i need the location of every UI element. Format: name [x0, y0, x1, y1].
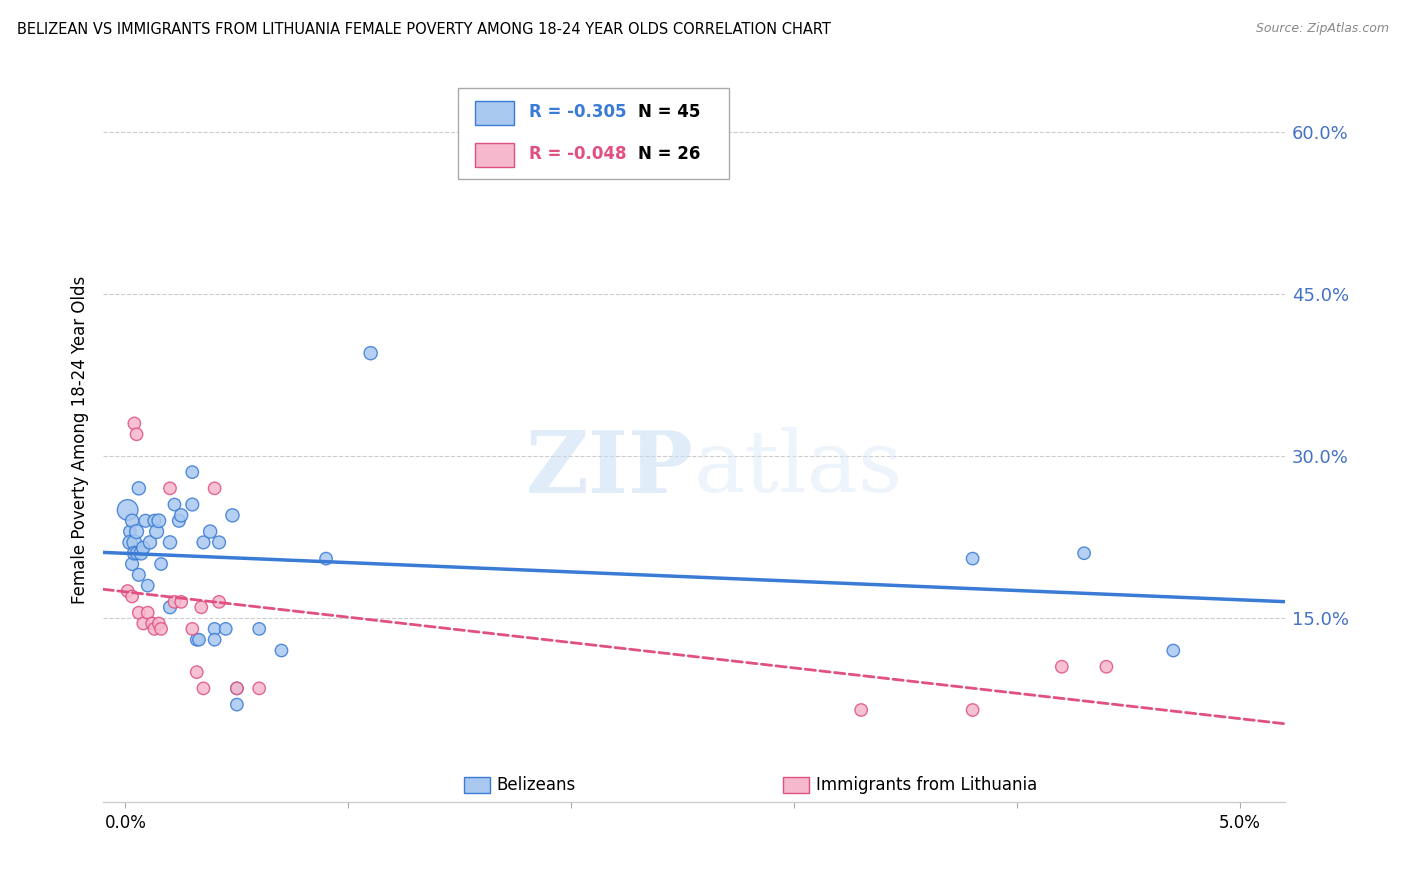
Point [190, 600, 212, 615]
Point [170, 508, 193, 523]
Point [186, 665, 208, 680]
Point [124, 417, 146, 431]
Point [139, 535, 162, 549]
Text: ZIP: ZIP [526, 426, 695, 510]
Text: Belizeans: Belizeans [496, 776, 576, 794]
Point [121, 590, 143, 604]
Point [247, 622, 270, 636]
FancyBboxPatch shape [475, 102, 515, 125]
Point [315, 551, 337, 566]
Point [360, 346, 382, 360]
Point [132, 616, 155, 631]
Text: R = -0.305: R = -0.305 [529, 103, 626, 121]
Point [125, 524, 148, 539]
Point [167, 514, 190, 528]
FancyBboxPatch shape [464, 777, 489, 793]
Point [121, 557, 143, 571]
Point [143, 622, 166, 636]
Point [962, 703, 984, 717]
Point [117, 584, 139, 599]
Text: BELIZEAN VS IMMIGRANTS FROM LITHUANIA FEMALE POVERTY AMONG 18-24 YEAR OLDS CORRE: BELIZEAN VS IMMIGRANTS FROM LITHUANIA FE… [17, 22, 831, 37]
Point [1050, 659, 1073, 673]
Point [132, 541, 155, 555]
Point [204, 622, 226, 636]
Point [193, 535, 215, 549]
FancyBboxPatch shape [783, 777, 808, 793]
Point [225, 681, 247, 696]
Point [124, 546, 146, 560]
FancyBboxPatch shape [475, 143, 515, 167]
Point [159, 535, 181, 549]
Text: N = 26: N = 26 [638, 145, 700, 162]
Point [1161, 643, 1184, 657]
Point [143, 514, 166, 528]
Point [181, 465, 204, 479]
Point [962, 551, 984, 566]
Point [150, 557, 173, 571]
Point [221, 508, 243, 523]
Point [128, 481, 150, 495]
Point [159, 600, 181, 615]
Point [208, 595, 231, 609]
Point [1095, 659, 1118, 673]
Text: N = 45: N = 45 [638, 103, 700, 121]
Point [225, 698, 247, 712]
Text: Source: ZipAtlas.com: Source: ZipAtlas.com [1256, 22, 1389, 36]
Point [125, 546, 148, 560]
Point [118, 524, 141, 539]
Point [225, 681, 247, 696]
Text: atlas: atlas [695, 427, 903, 510]
Point [198, 524, 221, 539]
Point [125, 427, 148, 442]
Point [124, 535, 146, 549]
Point [188, 632, 211, 647]
Point [148, 514, 170, 528]
Point [129, 546, 152, 560]
Point [163, 498, 186, 512]
Y-axis label: Female Poverty Among 18-24 Year Olds: Female Poverty Among 18-24 Year Olds [72, 276, 89, 604]
Point [117, 503, 139, 517]
Point [134, 514, 156, 528]
Point [247, 681, 270, 696]
FancyBboxPatch shape [457, 88, 730, 179]
Point [121, 514, 143, 528]
Point [145, 524, 167, 539]
Point [148, 616, 170, 631]
Point [118, 535, 141, 549]
Point [215, 622, 238, 636]
Point [849, 703, 872, 717]
Point [136, 606, 159, 620]
Point [170, 595, 193, 609]
Point [128, 567, 150, 582]
Point [181, 498, 204, 512]
Point [150, 622, 173, 636]
Point [136, 579, 159, 593]
Point [159, 481, 181, 495]
Point [163, 595, 186, 609]
Text: Immigrants from Lithuania: Immigrants from Lithuania [815, 776, 1036, 794]
Point [204, 632, 226, 647]
Point [128, 606, 150, 620]
Point [204, 481, 226, 495]
Text: R = -0.048: R = -0.048 [529, 145, 626, 162]
Point [141, 616, 163, 631]
Point [270, 643, 292, 657]
Point [1073, 546, 1095, 560]
Point [208, 535, 231, 549]
Point [181, 622, 204, 636]
Point [186, 632, 208, 647]
Point [193, 681, 215, 696]
